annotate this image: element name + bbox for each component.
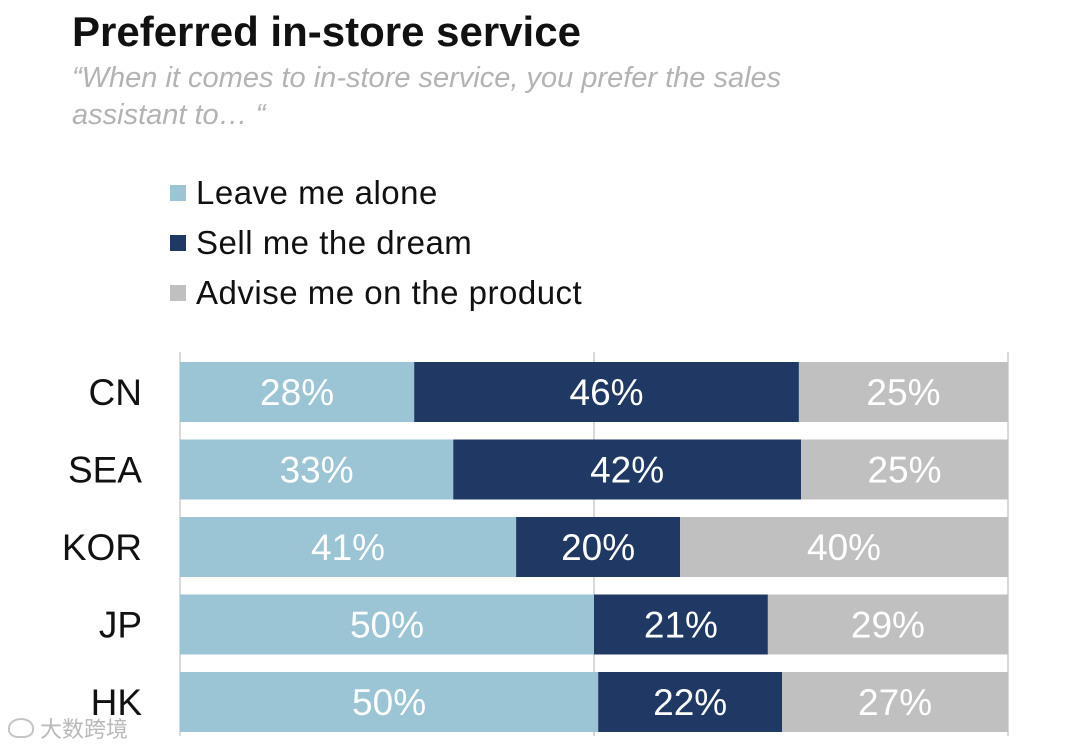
data-label-kor-series-2: 40% — [807, 527, 881, 568]
legend-label-advise-me: Advise me on the product — [196, 274, 583, 311]
watermark: 大数跨境 — [8, 712, 128, 744]
bar-cn-series-0 — [180, 362, 415, 422]
data-label-cn-series-2: 25% — [866, 372, 940, 413]
category-label-hk: HK — [91, 682, 143, 723]
category-label-sea: SEA — [68, 450, 142, 491]
data-label-sea-series-1: 42% — [590, 450, 664, 491]
bar-kor-series-1 — [516, 517, 681, 577]
data-label-sea-series-2: 25% — [867, 450, 941, 491]
data-label-jp-series-1: 21% — [644, 605, 718, 646]
legend-swatch-advise-me — [170, 285, 186, 301]
bar-cn-series-1 — [414, 362, 799, 422]
bar-sea-series-1 — [453, 439, 801, 500]
watermark-text: 大数跨境 — [40, 718, 129, 743]
legend-item-advise-me: Advise me on the product — [170, 268, 582, 318]
data-label-hk-series-1: 22% — [653, 682, 727, 723]
bar-kor-series-2 — [680, 517, 1008, 577]
bar-kor-series-0 — [180, 517, 517, 577]
data-label-jp-series-2: 29% — [851, 605, 925, 646]
data-label-kor-series-0: 41% — [311, 527, 385, 568]
chart-title: Preferred in-store service — [72, 8, 581, 55]
data-label-sea-series-0: 33% — [280, 450, 354, 491]
data-label-kor-series-1: 20% — [561, 527, 635, 568]
chart-subtitle: “When it comes to in-store service, you … — [72, 62, 782, 131]
data-label-jp-series-0: 50% — [350, 605, 424, 646]
data-label-cn-series-0: 28% — [260, 372, 334, 413]
bar-hk-series-0 — [180, 672, 599, 732]
bar-jp-series-1 — [594, 594, 768, 655]
bar-hk-series-1 — [598, 672, 783, 732]
bar-hk-series-2 — [782, 672, 1008, 732]
legend: Leave me alone Sell me the dream Advise … — [170, 168, 582, 318]
bar-jp-series-0 — [180, 594, 594, 655]
legend-item-sell-me-the-dream: Sell me the dream — [170, 218, 582, 268]
bar-sea-series-2 — [801, 439, 1008, 500]
legend-label-leave-me-alone: Leave me alone — [196, 174, 438, 211]
category-label-kor: KOR — [62, 527, 142, 568]
data-label-hk-series-0: 50% — [352, 682, 426, 723]
legend-label-sell-me-the-dream: Sell me the dream — [196, 224, 473, 261]
legend-swatch-sell-me-the-dream — [170, 235, 186, 251]
bar-sea-series-0 — [180, 439, 454, 500]
bar-jp-series-2 — [767, 594, 1008, 655]
category-label-jp: JP — [99, 605, 142, 646]
watermark-logo-icon — [8, 718, 34, 738]
data-label-hk-series-2: 27% — [858, 682, 932, 723]
bar-cn-series-2 — [798, 362, 1008, 422]
data-label-cn-series-1: 46% — [570, 372, 644, 413]
category-label-cn: CN — [89, 372, 142, 413]
legend-swatch-leave-me-alone — [170, 185, 186, 201]
legend-item-leave-me-alone: Leave me alone — [170, 168, 582, 218]
